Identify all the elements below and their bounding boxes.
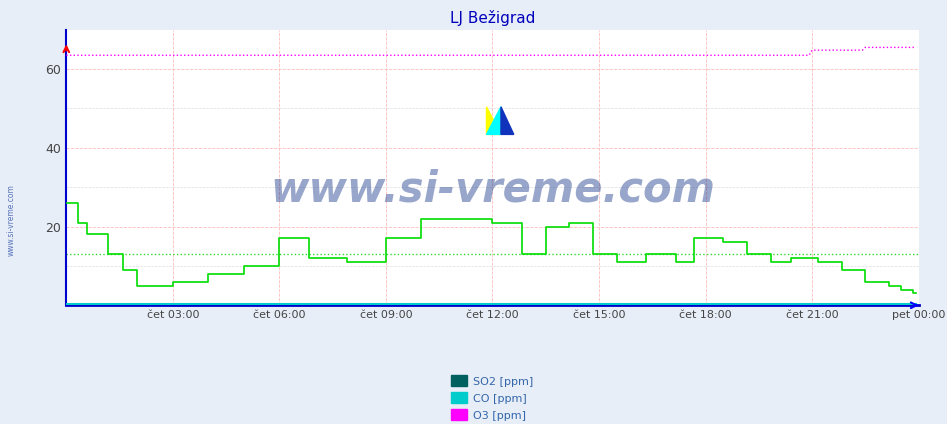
Text: www.si-vreme.com: www.si-vreme.com xyxy=(7,184,16,257)
Polygon shape xyxy=(487,107,501,134)
Legend: SO2 [ppm], CO [ppm], O3 [ppm], NO2 [ppm]: SO2 [ppm], CO [ppm], O3 [ppm], NO2 [ppm] xyxy=(451,375,534,424)
Polygon shape xyxy=(487,107,501,134)
Text: www.si-vreme.com: www.si-vreme.com xyxy=(270,168,715,211)
Polygon shape xyxy=(501,107,513,134)
Title: LJ Bežigrad: LJ Bežigrad xyxy=(450,10,535,26)
